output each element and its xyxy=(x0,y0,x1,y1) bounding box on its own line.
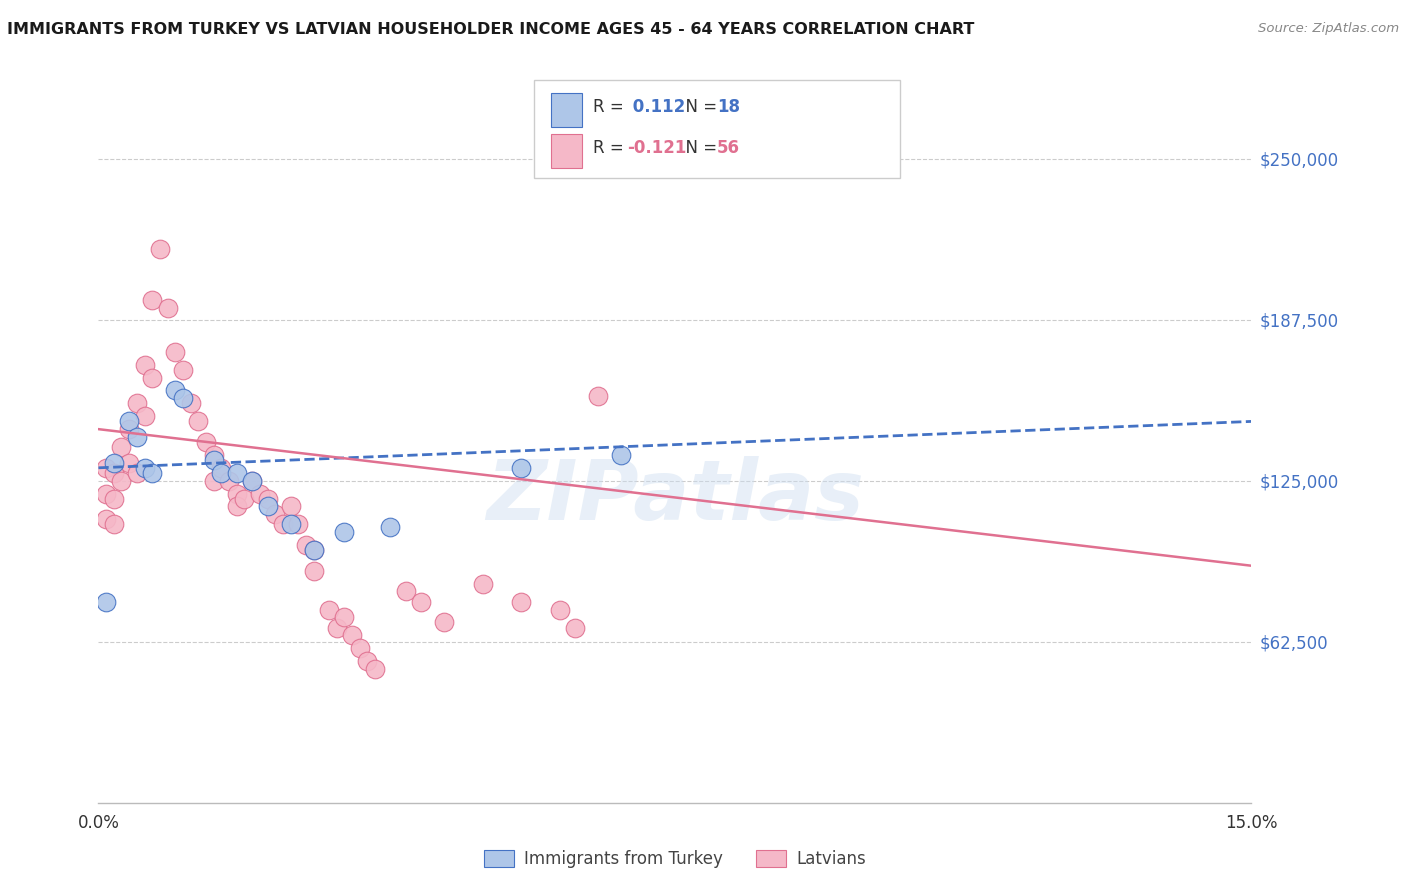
Point xyxy=(141,293,163,308)
Text: N =: N = xyxy=(675,98,723,116)
Point xyxy=(302,543,325,558)
Point xyxy=(156,301,179,315)
Point xyxy=(141,466,163,480)
Point xyxy=(510,460,533,475)
Text: R =: R = xyxy=(593,139,630,157)
Point xyxy=(118,414,141,428)
Point xyxy=(280,500,302,514)
Point xyxy=(318,602,340,616)
Point xyxy=(302,564,325,578)
Point xyxy=(510,595,533,609)
Point xyxy=(295,538,318,552)
Point xyxy=(586,389,609,403)
Point xyxy=(325,621,347,635)
Point xyxy=(125,396,148,410)
Point xyxy=(103,491,125,506)
Point xyxy=(233,491,256,506)
Text: 18: 18 xyxy=(717,98,740,116)
Point xyxy=(195,435,218,450)
Point xyxy=(103,466,125,480)
Text: ZIPatlas: ZIPatlas xyxy=(486,456,863,537)
Point xyxy=(340,628,363,642)
Point xyxy=(125,466,148,480)
Point xyxy=(349,641,371,656)
Point xyxy=(548,602,571,616)
Point xyxy=(94,512,117,526)
Point xyxy=(172,363,194,377)
Point xyxy=(94,595,117,609)
Point xyxy=(225,466,247,480)
Point xyxy=(118,456,141,470)
Point xyxy=(302,543,325,558)
Point xyxy=(256,500,278,514)
Point xyxy=(610,448,633,462)
Point xyxy=(564,621,586,635)
Point xyxy=(209,460,232,475)
Point xyxy=(172,391,194,405)
Point xyxy=(187,414,209,428)
Point xyxy=(333,525,356,540)
Point xyxy=(256,491,278,506)
Legend: Immigrants from Turkey, Latvians: Immigrants from Turkey, Latvians xyxy=(477,843,873,874)
Point xyxy=(134,409,156,424)
Point xyxy=(202,474,225,488)
Point xyxy=(125,430,148,444)
Point xyxy=(149,242,172,256)
Point xyxy=(280,517,302,532)
Point xyxy=(395,584,418,599)
Text: -0.121: -0.121 xyxy=(627,139,686,157)
Point xyxy=(103,456,125,470)
Point xyxy=(180,396,202,410)
Point xyxy=(264,507,287,521)
Point xyxy=(110,440,132,454)
Point xyxy=(134,358,156,372)
Text: 0.112: 0.112 xyxy=(627,98,685,116)
Point xyxy=(433,615,456,630)
Point xyxy=(333,610,356,624)
Point xyxy=(94,460,117,475)
Text: 56: 56 xyxy=(717,139,740,157)
Point xyxy=(94,486,117,500)
Point xyxy=(240,474,263,488)
Point xyxy=(103,517,125,532)
Point xyxy=(225,500,247,514)
Point xyxy=(240,474,263,488)
Point xyxy=(471,576,494,591)
Point xyxy=(202,453,225,467)
Text: IMMIGRANTS FROM TURKEY VS LATVIAN HOUSEHOLDER INCOME AGES 45 - 64 YEARS CORRELAT: IMMIGRANTS FROM TURKEY VS LATVIAN HOUSEH… xyxy=(7,22,974,37)
Text: N =: N = xyxy=(675,139,723,157)
Point xyxy=(364,662,387,676)
Point xyxy=(202,448,225,462)
Point xyxy=(165,384,187,398)
Point xyxy=(110,474,132,488)
Point xyxy=(218,474,240,488)
Point xyxy=(165,344,187,359)
Point xyxy=(356,654,378,668)
Point xyxy=(118,422,141,436)
Point xyxy=(411,595,433,609)
Point xyxy=(249,486,271,500)
Point xyxy=(271,517,294,532)
Point xyxy=(380,520,402,534)
Point xyxy=(141,370,163,384)
Text: R =: R = xyxy=(593,98,630,116)
Point xyxy=(287,517,309,532)
Point xyxy=(225,486,247,500)
Point xyxy=(209,466,232,480)
Point xyxy=(134,460,156,475)
Text: Source: ZipAtlas.com: Source: ZipAtlas.com xyxy=(1258,22,1399,36)
